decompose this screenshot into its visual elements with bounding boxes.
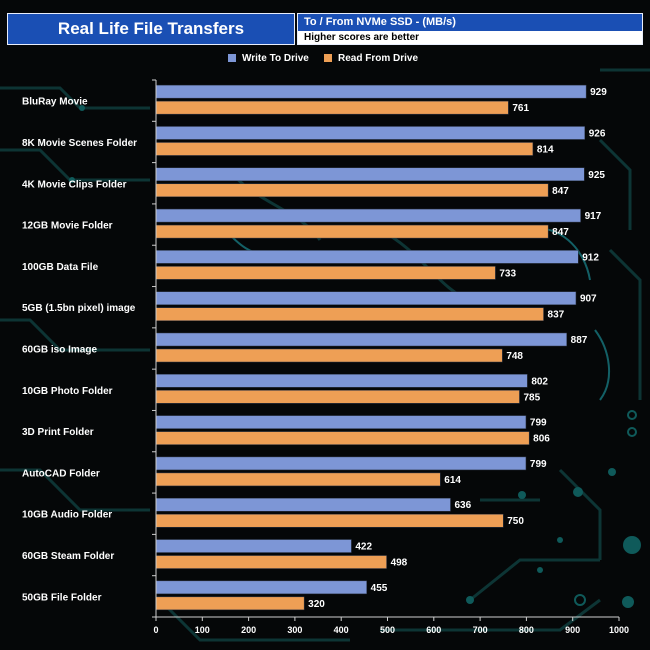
x-tick-label: 700: [473, 625, 488, 635]
value-label-write: 912: [582, 252, 599, 263]
category-label: 3D Print Folder: [22, 427, 94, 438]
bar-write: [155, 497, 451, 512]
x-tick-label: 900: [565, 625, 580, 635]
bar-read: [155, 224, 549, 239]
x-tick-label: 500: [380, 625, 395, 635]
legend-item-read: Read From Drive: [324, 51, 418, 65]
bar-write: [155, 539, 352, 553]
bar-write: [155, 291, 577, 305]
bar-write: [155, 208, 581, 223]
bar-read: [155, 513, 504, 528]
bar-write: [155, 580, 367, 595]
value-label-write: 422: [355, 542, 372, 553]
x-tick-label: 0: [153, 625, 158, 635]
value-label-write: 799: [530, 418, 547, 429]
bar-read: [155, 596, 305, 611]
bar-read: [155, 266, 496, 280]
category-label: 50GB File Folder: [22, 592, 102, 603]
bar-write: [155, 456, 527, 471]
bar-read: [155, 142, 534, 156]
value-label-read: 320: [308, 599, 325, 610]
value-label-read: 498: [391, 558, 408, 569]
category-label: 100GB Data File: [22, 262, 99, 273]
value-label-write: 929: [590, 87, 607, 98]
value-label-write: 802: [531, 376, 548, 387]
value-label-read: 806: [533, 434, 550, 445]
bar-read: [155, 390, 520, 404]
x-tick-label: 600: [426, 625, 441, 635]
bar-write: [155, 250, 579, 264]
bar-read: [155, 100, 509, 115]
x-tick-label: 200: [241, 625, 256, 635]
chart-subtitle: To / From NVMe SSD - (MB/s): [298, 14, 642, 31]
bar-write: [155, 374, 528, 388]
x-tick-label: 300: [287, 625, 302, 635]
value-label-write: 887: [571, 335, 588, 346]
category-label: 8K Movie Scenes Folder: [22, 138, 137, 149]
value-label-write: 925: [588, 170, 605, 181]
x-tick-label: 1000: [609, 625, 629, 635]
value-label-write: 799: [530, 459, 547, 470]
bar-read: [155, 431, 530, 445]
bar-write: [155, 167, 585, 182]
x-tick-label: 800: [519, 625, 534, 635]
category-label: 60GB iso Image: [22, 345, 97, 356]
category-label: BluRay Movie: [22, 97, 88, 108]
category-label: 5GB (1.5bn pixel) image: [22, 303, 136, 314]
category-label: AutoCAD Folder: [22, 468, 100, 479]
value-label-read: 847: [552, 186, 569, 197]
legend-swatch-read: [324, 54, 332, 62]
value-label-read: 733: [499, 268, 516, 279]
legend-swatch-write: [228, 54, 236, 62]
bar-read: [155, 183, 549, 198]
value-label-read: 837: [548, 310, 565, 321]
x-tick-label: 400: [334, 625, 349, 635]
value-label-write: 926: [589, 128, 606, 139]
bar-read: [155, 555, 387, 569]
legend-label-write: Write To Drive: [242, 52, 309, 64]
bar-write: [155, 415, 527, 429]
x-tick-label: 100: [195, 625, 210, 635]
category-label: 60GB Steam Folder: [22, 551, 114, 562]
value-label-read: 814: [537, 144, 554, 155]
value-label-read: 785: [523, 392, 540, 403]
bar-read: [155, 307, 544, 321]
value-label-read: 614: [444, 475, 461, 486]
category-label: 4K Movie Clips Folder: [22, 179, 127, 190]
value-label-read: 847: [552, 227, 569, 238]
legend-label-read: Read From Drive: [338, 52, 419, 64]
value-label-read: 750: [507, 516, 524, 527]
category-label: 12GB Movie Folder: [22, 221, 113, 232]
bar-read: [155, 348, 503, 363]
value-label-write: 917: [585, 211, 602, 222]
bar-read: [155, 472, 441, 487]
bar-write: [155, 332, 567, 347]
chart-note: Higher scores are better: [298, 31, 642, 44]
value-label-read: 748: [506, 351, 523, 362]
category-label: 10GB Photo Folder: [22, 386, 113, 397]
value-label-write: 636: [454, 500, 471, 511]
chart-title: Real Life File Transfers: [7, 13, 295, 45]
category-label: 10GB Audio Folder: [22, 510, 112, 521]
value-label-write: 907: [580, 294, 597, 305]
legend-item-write: Write To Drive: [228, 51, 309, 65]
bar-write: [155, 84, 587, 99]
value-label-read: 761: [512, 103, 529, 114]
bar-write: [155, 126, 585, 140]
chart-subtitle-box: To / From NVMe SSD - (MB/s) Higher score…: [297, 13, 643, 45]
value-label-write: 455: [371, 583, 388, 594]
